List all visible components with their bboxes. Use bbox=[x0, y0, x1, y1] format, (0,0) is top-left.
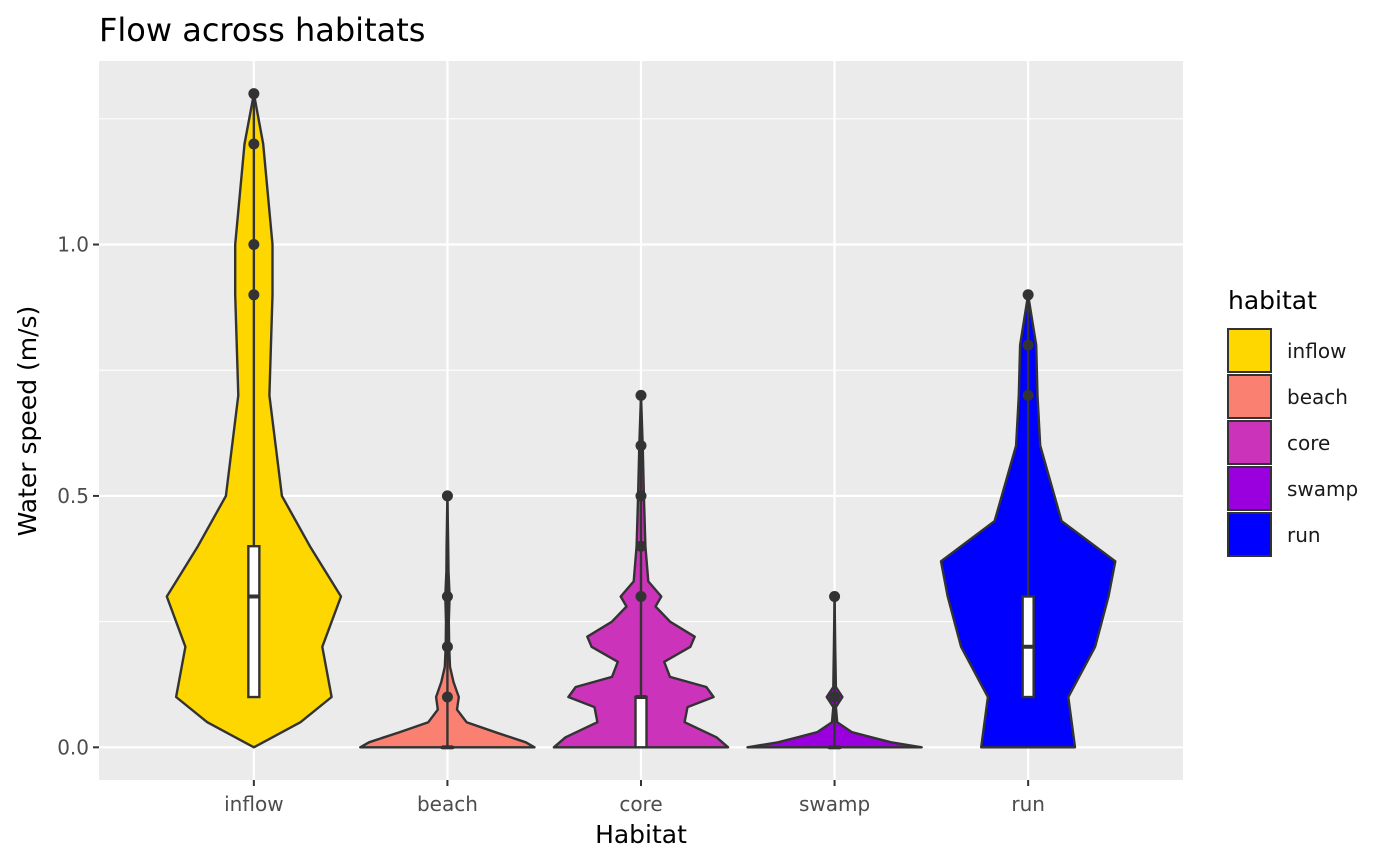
violin-swamp bbox=[746, 590, 923, 750]
violins bbox=[165, 88, 1117, 750]
violin-core bbox=[552, 389, 730, 749]
legend-label-inflow: inflow bbox=[1287, 339, 1346, 363]
x-tick-label: beach bbox=[417, 792, 478, 816]
y-tick-label: 0.0 bbox=[57, 735, 89, 759]
legend-key-swamp bbox=[1227, 466, 1272, 511]
chart-title: Flow across habitats bbox=[99, 11, 425, 49]
x-tick-label: swamp bbox=[799, 792, 870, 816]
legend-label-run: run bbox=[1287, 523, 1321, 547]
x-tick-label: run bbox=[1011, 792, 1045, 816]
legend-label-swamp: swamp bbox=[1287, 477, 1358, 501]
legend-key-run bbox=[1227, 512, 1272, 557]
legend-key-core bbox=[1227, 420, 1272, 465]
legend-key-inflow bbox=[1227, 328, 1272, 373]
legend-key-beach bbox=[1227, 374, 1272, 419]
x-axis-title: Habitat bbox=[595, 820, 687, 849]
legend-label-beach: beach bbox=[1287, 385, 1348, 409]
x-axis: inflow beach core swamp run bbox=[224, 780, 1045, 816]
legend-label-core: core bbox=[1287, 431, 1330, 455]
violin-run bbox=[939, 289, 1117, 749]
violin-inflow bbox=[165, 88, 343, 749]
legend: habitat inflow beach core swamp run bbox=[1227, 286, 1358, 557]
x-tick-label: core bbox=[619, 792, 662, 816]
box bbox=[247, 544, 261, 699]
legend-title: habitat bbox=[1228, 286, 1317, 315]
y-tick-label: 1.0 bbox=[57, 233, 89, 257]
x-tick-label: inflow bbox=[224, 792, 283, 816]
violin-beach bbox=[359, 490, 536, 750]
y-axis-title: Water speed (m/s) bbox=[13, 306, 42, 537]
y-tick-label: 0.5 bbox=[57, 484, 89, 508]
y-axis: 0.0 0.5 1.0 bbox=[57, 233, 99, 759]
box bbox=[634, 695, 648, 749]
